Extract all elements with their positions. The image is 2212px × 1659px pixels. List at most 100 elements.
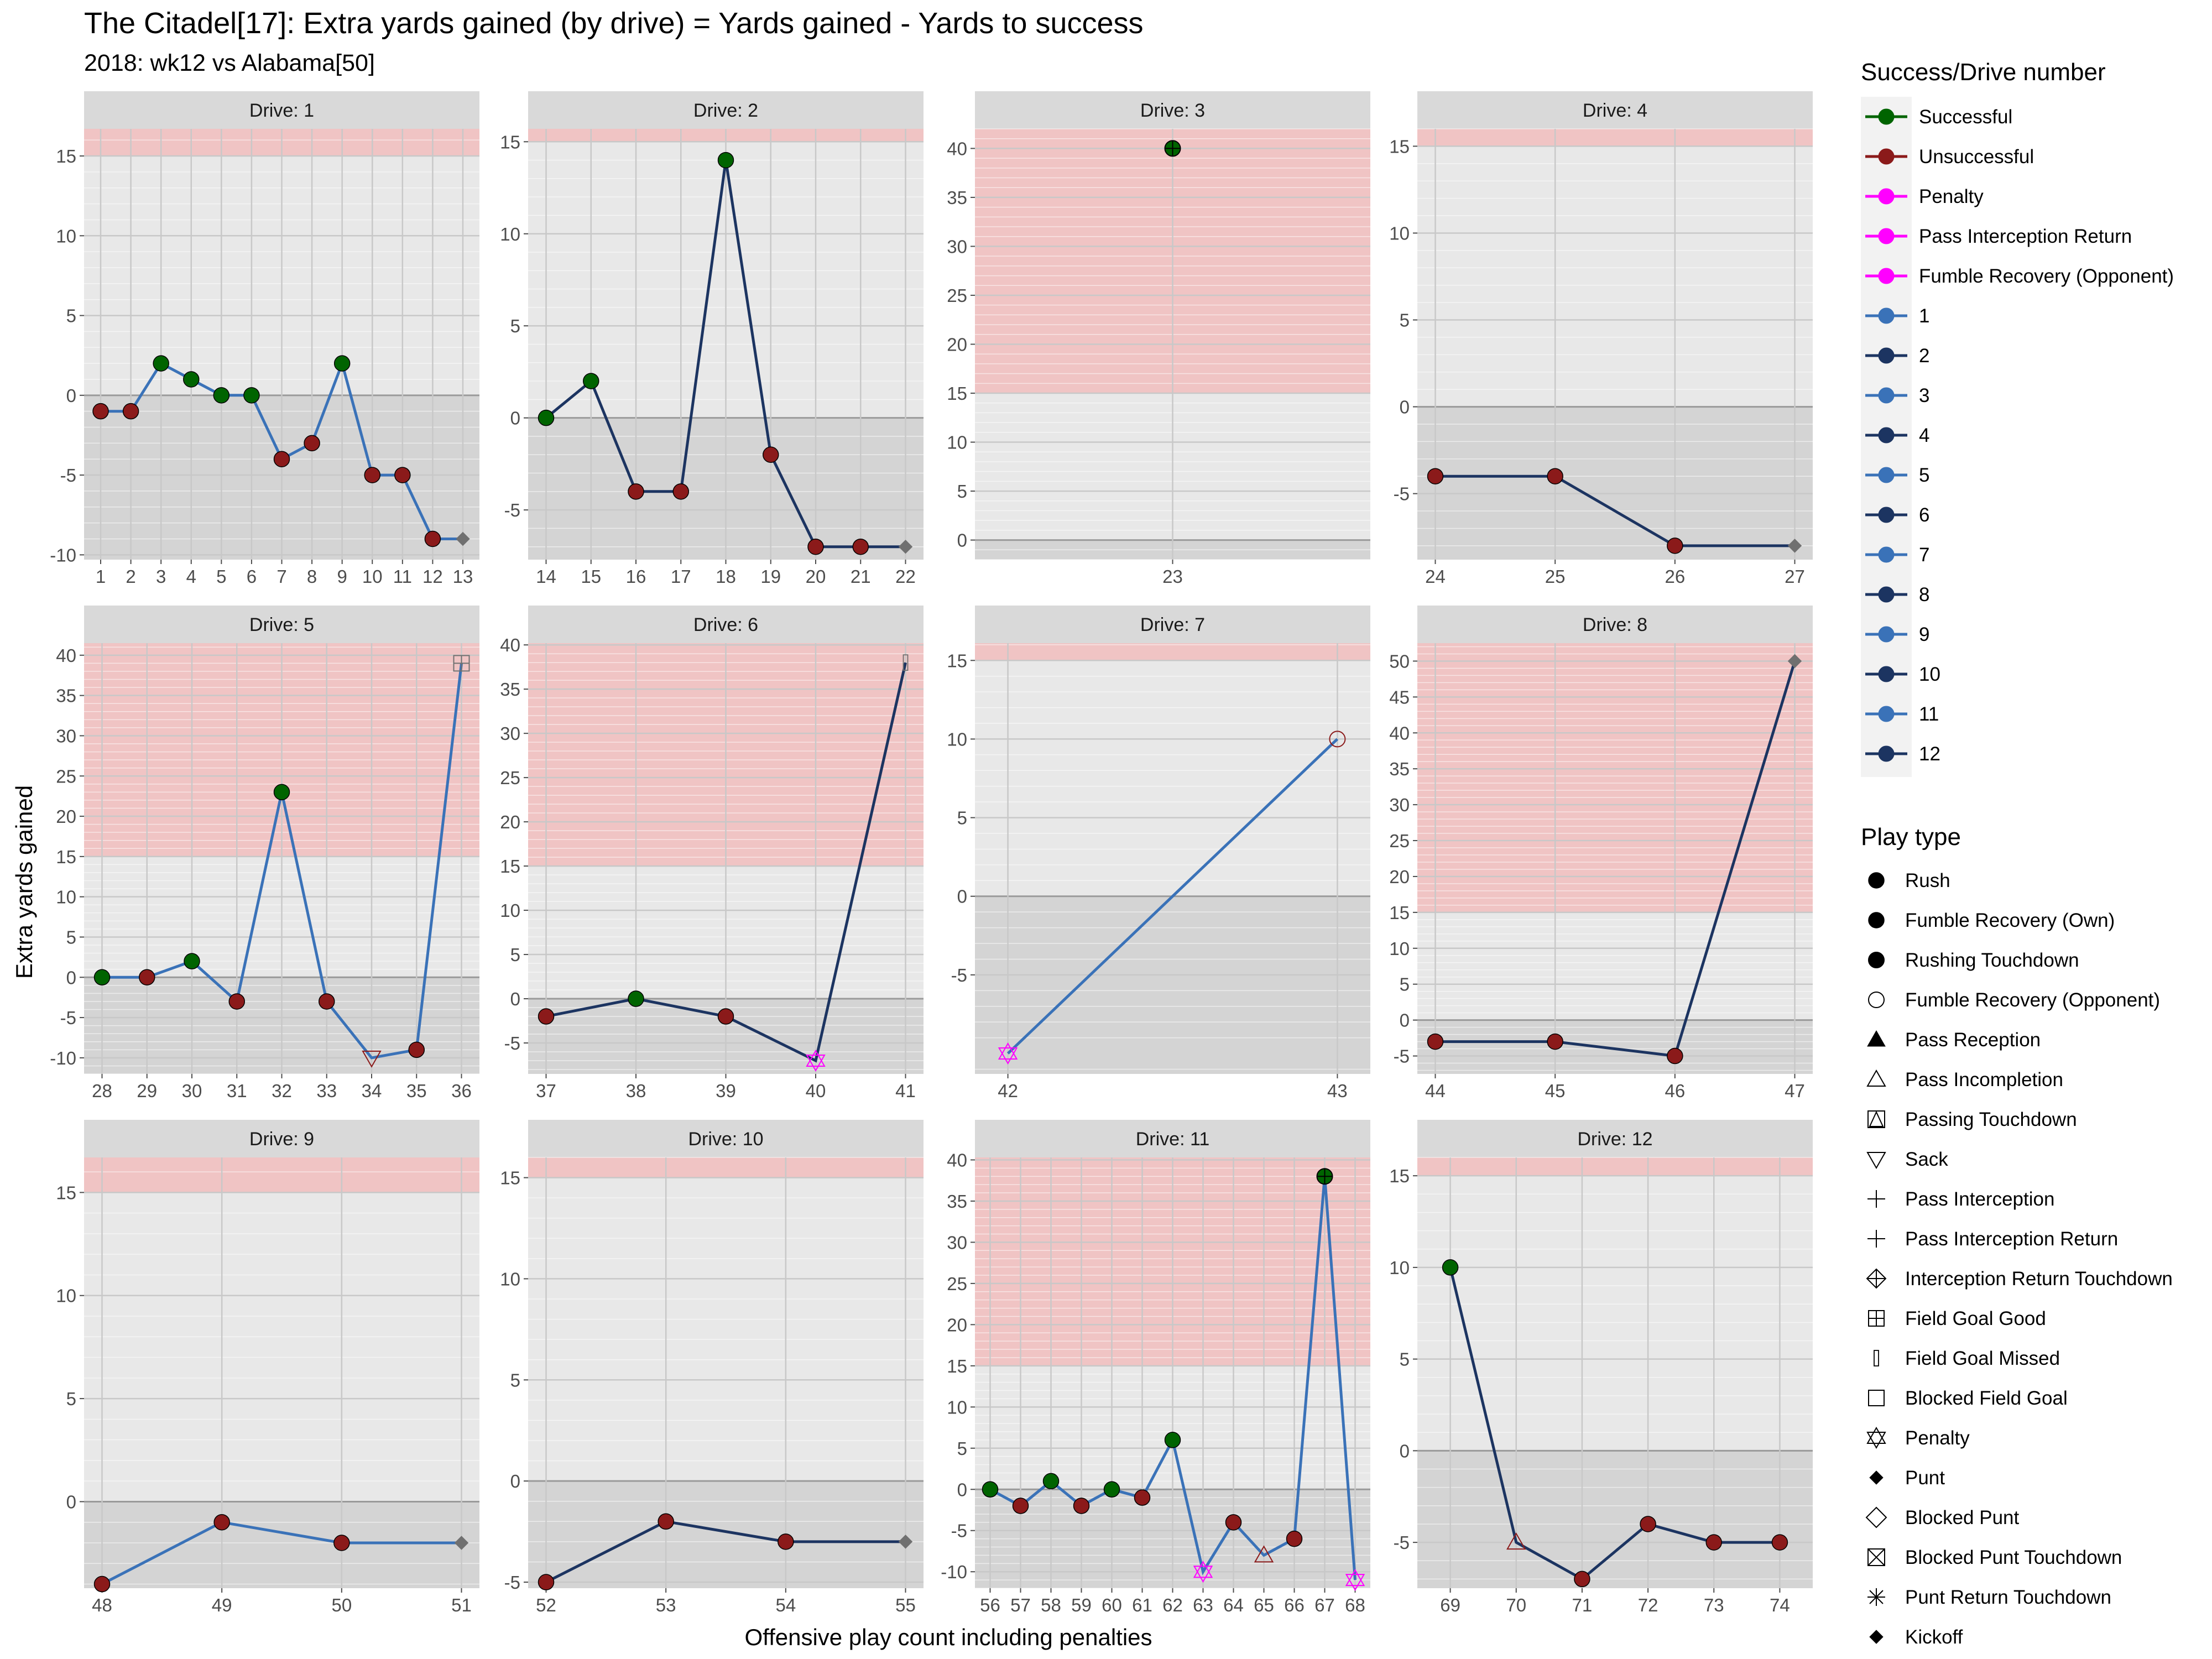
data-point	[658, 1513, 674, 1530]
panel-drive-12: Drive: 12 -5 0 5 10 15 69 70 71 72 73 74	[1389, 1120, 1813, 1615]
x-tick-label: 49	[212, 1595, 232, 1615]
data-point	[672, 483, 689, 500]
x-tick-label: 5	[216, 566, 226, 587]
legend-item-label: 4	[1919, 425, 1929, 446]
y-tick-label: 25	[56, 766, 76, 786]
y-tick-label: 30	[947, 1232, 967, 1253]
legend-item: Punt	[1869, 1467, 1945, 1489]
data-point	[852, 538, 869, 555]
legend-success-title: Success/Drive number	[1861, 59, 2106, 86]
legend-item: 5	[1865, 465, 1929, 486]
legend-item-label: 12	[1919, 743, 1940, 765]
y-tick-label: 0	[1400, 397, 1410, 418]
y-tick-label: 15	[56, 146, 76, 166]
legend-item: 11	[1865, 703, 1939, 725]
legend-key-point	[1878, 347, 1895, 364]
legend-item: Sack	[1866, 1149, 1948, 1170]
legend-play-type-title: Play type	[1861, 823, 1961, 851]
facet-strip	[975, 1120, 1370, 1157]
legend-item-label: 11	[1919, 703, 1939, 725]
facet-strip	[528, 606, 924, 643]
x-tick-label: 63	[1193, 1595, 1213, 1615]
y-tick-label: 10	[1389, 938, 1410, 959]
y-tick-label: 40	[500, 635, 520, 655]
panel-drive-2: Drive: 2 -5 0 5 10 15 14 15 16 17 18 19 20 21 22	[500, 91, 924, 587]
drive-line	[1449, 1267, 1780, 1581]
x-tick-label: 66	[1284, 1595, 1305, 1615]
data-point	[319, 993, 335, 1010]
facet-strip-label: Drive: 4	[1583, 100, 1647, 121]
data-point	[898, 539, 913, 554]
x-tick-label: 34	[362, 1081, 382, 1101]
x-tick-label: 11	[393, 566, 412, 587]
x-tick-label: 67	[1314, 1595, 1335, 1615]
y-tick-label: 0	[510, 1471, 520, 1491]
data-point-down	[1345, 1574, 1365, 1592]
gridlines	[975, 643, 1370, 1074]
legend-key-shape-cross	[1869, 952, 1884, 968]
data-point	[92, 403, 109, 420]
y-tick-label: -5	[504, 500, 520, 520]
data-point	[1667, 538, 1683, 554]
y-tick-label: 5	[1400, 1349, 1410, 1370]
data-point	[304, 435, 320, 452]
facet-strip	[1417, 1120, 1813, 1157]
y-tick-label: 40	[1389, 723, 1410, 743]
data-point	[139, 969, 155, 986]
x-tick-label: 60	[1102, 1595, 1122, 1615]
x-tick-label: 14	[536, 566, 556, 587]
data-point	[93, 969, 111, 986]
legend-key-point	[1878, 467, 1895, 483]
facet-strip-label: Drive: 12	[1577, 1129, 1652, 1150]
x-tick-label: 30	[182, 1081, 202, 1101]
negative-zone	[1417, 1451, 1813, 1588]
data-point	[1427, 1033, 1444, 1050]
x-tick-label: 2	[126, 566, 135, 587]
data-point	[1427, 468, 1444, 484]
data-point	[1329, 731, 1346, 748]
x-tick-label: 29	[137, 1081, 157, 1101]
panel-drive-3: Drive: 3 0 5 10 15 20 25 30 35 40 23	[947, 91, 1370, 587]
gridlines	[1417, 1157, 1813, 1588]
data-point	[1134, 1489, 1151, 1506]
x-tick-label: 58	[1041, 1595, 1061, 1615]
facet-strip-label: Drive: 8	[1583, 614, 1647, 635]
data-point	[1547, 1033, 1563, 1050]
x-tick-label: 57	[1010, 1595, 1031, 1615]
legend-item-label: Passing Touchdown	[1905, 1109, 2077, 1130]
data-point	[902, 654, 909, 671]
x-tick-label: 44	[1425, 1081, 1446, 1101]
legend-item-label: Interception Return Touchdown	[1905, 1268, 2173, 1290]
negative-zone	[975, 896, 1370, 1074]
data-point	[763, 446, 779, 463]
y-tick-label: 10	[1389, 1258, 1410, 1278]
legend-item: Field Goal Good	[1868, 1308, 2046, 1329]
y-tick-label: -10	[50, 545, 76, 565]
data-point	[1771, 1534, 1788, 1551]
gridlines	[1417, 643, 1813, 1074]
y-tick-label: 5	[510, 316, 520, 336]
legend-item: 12	[1865, 743, 1940, 765]
legend-item: Penalty	[1865, 186, 1984, 207]
legend-item-label: Fumble Recovery (Opponent)	[1905, 989, 2160, 1011]
y-tick-label: 15	[1389, 902, 1410, 923]
legend-item: Kickoff	[1869, 1626, 1963, 1648]
y-tick-label: 25	[947, 285, 967, 306]
legend-item-label: Pass Interception Return	[1905, 1228, 2118, 1250]
y-tick-label: 15	[56, 847, 76, 867]
data-point	[122, 403, 139, 420]
x-tick-label: 28	[92, 1081, 112, 1101]
legend-key-shape	[1868, 1390, 1885, 1406]
data-point-down	[806, 1055, 826, 1072]
data-point	[408, 1041, 425, 1058]
data-point	[453, 655, 470, 672]
x-tick-label: 23	[1162, 566, 1183, 587]
facet-strip-label: Drive: 6	[693, 614, 758, 635]
y-tick-label: -5	[951, 1521, 967, 1541]
legend-key-shape	[1868, 992, 1885, 1008]
facet-strip	[528, 91, 924, 129]
facet-strip-label: Drive: 9	[249, 1129, 314, 1150]
success-zone	[528, 1157, 924, 1178]
legend-key-point	[1878, 148, 1895, 165]
